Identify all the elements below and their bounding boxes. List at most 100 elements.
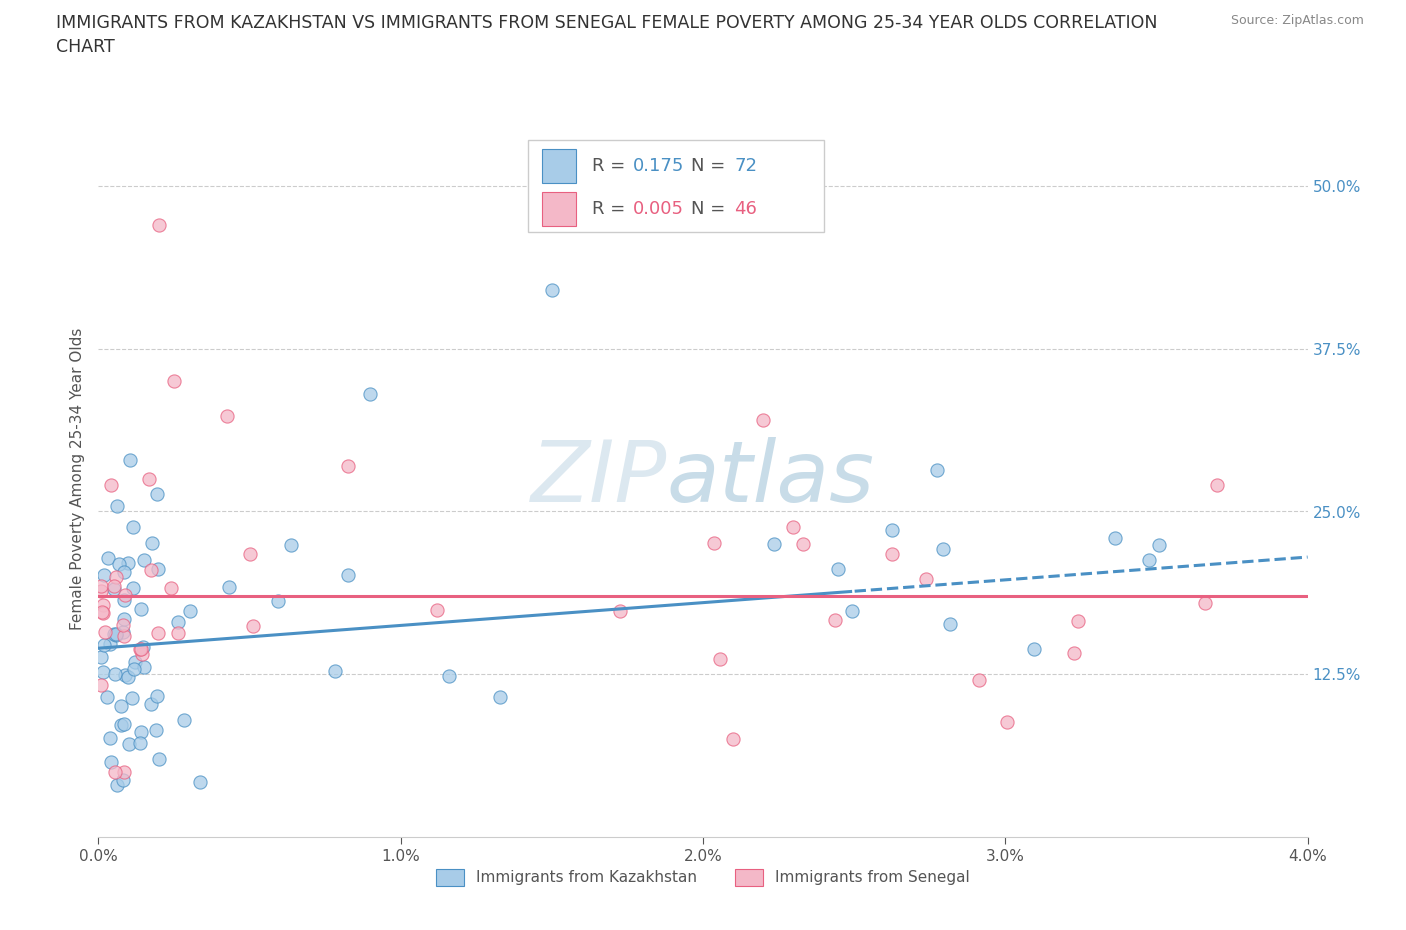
Point [100, 755, 122, 770]
Point [927, 462, 949, 477]
Point [112, 625, 135, 640]
Point [173, 712, 195, 727]
Point [939, 617, 962, 631]
Point [763, 537, 786, 551]
Point [148, 751, 170, 766]
Point [179, 604, 201, 618]
Point [110, 718, 132, 733]
Text: ZIP: ZIP [530, 437, 666, 521]
Text: Source: ZipAtlas.com: Source: ZipAtlas.com [1230, 14, 1364, 27]
Point [100, 477, 122, 492]
FancyBboxPatch shape [543, 192, 576, 226]
Point [145, 723, 167, 737]
Point [1137, 553, 1160, 568]
Point [145, 487, 167, 502]
Point [266, 593, 288, 608]
Point [122, 662, 145, 677]
Point [138, 472, 160, 486]
Point [139, 562, 162, 577]
Point [217, 409, 239, 424]
Point [1067, 614, 1090, 629]
Point [188, 775, 211, 790]
Text: 72: 72 [734, 157, 758, 175]
Text: IMMIGRANTS FROM KAZAKHSTAN VS IMMIGRANTS FROM SENEGAL FEMALE POVERTY AMONG 25-34: IMMIGRANTS FROM KAZAKHSTAN VS IMMIGRANTS… [56, 14, 1157, 56]
Point [98, 731, 121, 746]
Point [967, 672, 990, 687]
Point [91, 664, 114, 679]
Point [280, 538, 302, 552]
Text: R =: R = [592, 157, 631, 175]
Point [131, 602, 153, 617]
Point [103, 578, 125, 593]
Point [103, 582, 125, 597]
Point [723, 732, 745, 747]
Point [91, 598, 114, 613]
Point [121, 580, 143, 595]
Point [489, 689, 512, 704]
Point [112, 618, 135, 633]
Point [107, 499, 129, 514]
Point [437, 669, 460, 684]
Point [112, 565, 135, 580]
Y-axis label: Female Poverty Among 25-34 Year Olds: Female Poverty Among 25-34 Year Olds [69, 327, 84, 631]
Point [104, 569, 127, 584]
Point [104, 627, 127, 642]
Point [782, 519, 804, 534]
Point [112, 629, 135, 644]
Point [90, 649, 112, 664]
Point [112, 612, 135, 627]
Point [112, 593, 135, 608]
Point [118, 452, 141, 467]
Point [880, 523, 903, 538]
Point [121, 519, 143, 534]
Point [111, 772, 134, 787]
Point [882, 546, 904, 561]
Point [129, 642, 152, 657]
Point [160, 580, 183, 595]
Point [609, 604, 631, 618]
Point [91, 605, 114, 620]
Point [110, 699, 132, 714]
Point [90, 583, 112, 598]
Point [752, 413, 775, 428]
Point [146, 562, 169, 577]
Point [323, 663, 346, 678]
Point [96, 689, 118, 704]
Point [337, 458, 360, 473]
Text: N =: N = [690, 200, 731, 218]
Point [841, 604, 863, 618]
Point [104, 764, 127, 779]
Point [1063, 645, 1085, 660]
Text: 0.005: 0.005 [633, 200, 683, 218]
Point [709, 652, 731, 667]
Point [824, 613, 846, 628]
Point [112, 764, 135, 779]
Point [118, 736, 141, 751]
Point [117, 670, 139, 684]
Point [218, 580, 240, 595]
Point [121, 691, 143, 706]
Point [129, 724, 152, 739]
Point [915, 572, 938, 587]
Point [132, 660, 155, 675]
Point [91, 604, 114, 619]
Point [103, 627, 125, 642]
Point [426, 603, 449, 618]
Point [792, 537, 814, 551]
Text: 0.175: 0.175 [633, 157, 685, 175]
Point [114, 668, 136, 683]
Point [1024, 642, 1046, 657]
Point [827, 562, 849, 577]
Point [112, 716, 135, 731]
Point [146, 689, 169, 704]
Text: 46: 46 [734, 200, 758, 218]
Point [1104, 530, 1126, 545]
Point [995, 715, 1018, 730]
Point [360, 387, 382, 402]
Point [104, 667, 127, 682]
Point [129, 642, 152, 657]
Point [239, 546, 262, 561]
Text: atlas: atlas [666, 437, 875, 521]
Text: R =: R = [592, 200, 631, 218]
Point [105, 628, 128, 643]
